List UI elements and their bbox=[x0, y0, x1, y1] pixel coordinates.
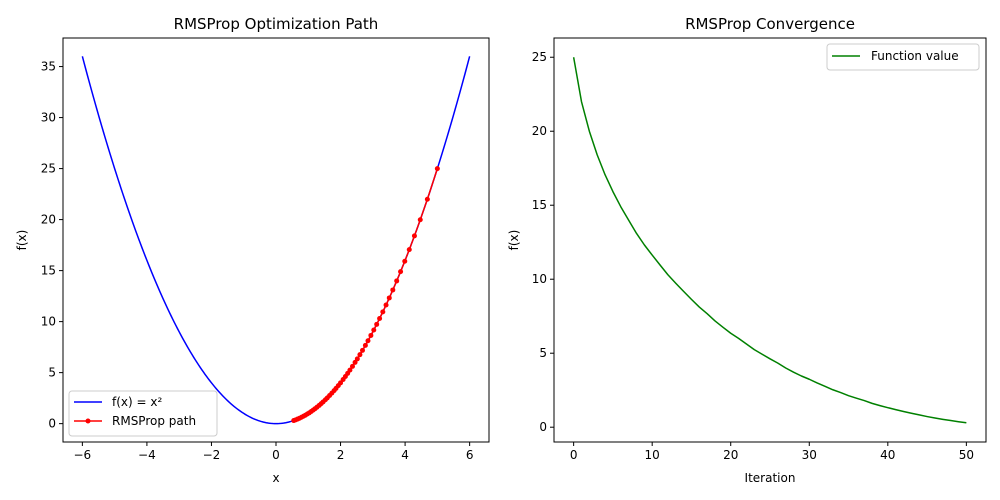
y-tick-label: 5 bbox=[48, 366, 56, 380]
data-point bbox=[386, 295, 392, 301]
data-point bbox=[406, 247, 412, 253]
data-point bbox=[434, 166, 440, 172]
plot-area bbox=[81, 56, 471, 425]
chart-title: RMSProp Convergence bbox=[685, 15, 855, 33]
x-tick-label: 10 bbox=[645, 448, 660, 462]
data-point bbox=[424, 196, 430, 202]
data-point bbox=[390, 287, 396, 293]
legend: f(x) = x² RMSProp path bbox=[68, 390, 218, 437]
data-point bbox=[354, 356, 360, 362]
legend-label-path: RMSProp path bbox=[112, 414, 196, 428]
chart-title: RMSProp Optimization Path bbox=[174, 15, 379, 33]
y-tick-label: 20 bbox=[41, 213, 56, 227]
plot-area bbox=[572, 57, 967, 424]
data-point bbox=[362, 342, 368, 348]
y-tick-label: 25 bbox=[41, 162, 56, 176]
data-point bbox=[394, 278, 400, 284]
y-tick-label: 5 bbox=[539, 346, 547, 360]
x-tick-label: 2 bbox=[337, 448, 345, 462]
data-point bbox=[402, 258, 408, 264]
data-point bbox=[359, 347, 365, 353]
legend: Function value bbox=[826, 43, 980, 71]
y-tick-label: 30 bbox=[41, 111, 56, 125]
x-tick-label: −4 bbox=[138, 448, 156, 462]
data-point bbox=[398, 269, 404, 275]
data-point bbox=[371, 327, 377, 333]
x-tick-label: 40 bbox=[880, 448, 895, 462]
x-axis-ticks: −6 −4 −2 0 2 4 6 bbox=[74, 442, 474, 462]
data-point bbox=[377, 316, 383, 322]
legend-label-parabola: f(x) = x² bbox=[112, 395, 162, 409]
y-tick-label: 0 bbox=[48, 417, 56, 431]
legend-box bbox=[68, 390, 218, 437]
data-point bbox=[368, 332, 374, 338]
series-line-function-value bbox=[572, 57, 967, 424]
data-point bbox=[383, 302, 389, 308]
y-axis-ticks: 0 5 10 15 20 25 30 35 bbox=[41, 60, 63, 431]
y-tick-label: 10 bbox=[41, 315, 56, 329]
legend-box bbox=[826, 43, 980, 71]
x-tick-label: −6 bbox=[74, 448, 92, 462]
y-tick-label: 15 bbox=[41, 264, 56, 278]
plot-frame bbox=[553, 37, 987, 443]
x-axis-ticks: 0 10 20 30 40 50 bbox=[570, 442, 974, 462]
y-axis-label: f(x) bbox=[507, 230, 521, 251]
data-point bbox=[374, 321, 380, 327]
legend-marker-path bbox=[85, 418, 91, 424]
x-tick-label: 4 bbox=[401, 448, 409, 462]
data-point bbox=[411, 233, 417, 239]
x-tick-label: 20 bbox=[723, 448, 738, 462]
convergence-chart: RMSProp Convergence 0 10 20 30 40 50 0 5 10 15 20… bbox=[507, 15, 987, 485]
x-axis-label: x bbox=[272, 471, 279, 485]
x-tick-label: −2 bbox=[203, 448, 221, 462]
x-tick-label: 0 bbox=[272, 448, 280, 462]
data-point bbox=[417, 217, 423, 223]
data-point bbox=[349, 363, 355, 369]
data-point bbox=[357, 352, 363, 358]
x-axis-label: Iteration bbox=[745, 471, 796, 485]
y-axis-ticks: 0 5 10 15 20 25 bbox=[532, 50, 554, 434]
x-tick-label: 30 bbox=[802, 448, 817, 462]
x-tick-label: 6 bbox=[466, 448, 474, 462]
data-point bbox=[291, 418, 297, 424]
data-point bbox=[365, 338, 371, 344]
optimization-path-chart: RMSProp Optimization Path −6 −4 −2 0 2 4 6 0 5 1… bbox=[15, 15, 490, 485]
y-tick-label: 10 bbox=[532, 272, 547, 286]
data-point bbox=[380, 309, 386, 315]
y-axis-label: f(x) bbox=[15, 230, 29, 251]
legend-label-function-value: Function value bbox=[871, 49, 959, 63]
y-tick-label: 20 bbox=[532, 124, 547, 138]
x-tick-label: 0 bbox=[570, 448, 578, 462]
y-tick-label: 0 bbox=[539, 420, 547, 434]
y-tick-label: 15 bbox=[532, 198, 547, 212]
y-tick-label: 35 bbox=[41, 60, 56, 74]
x-tick-label: 50 bbox=[959, 448, 974, 462]
data-point bbox=[352, 359, 358, 365]
y-tick-label: 25 bbox=[532, 50, 547, 64]
